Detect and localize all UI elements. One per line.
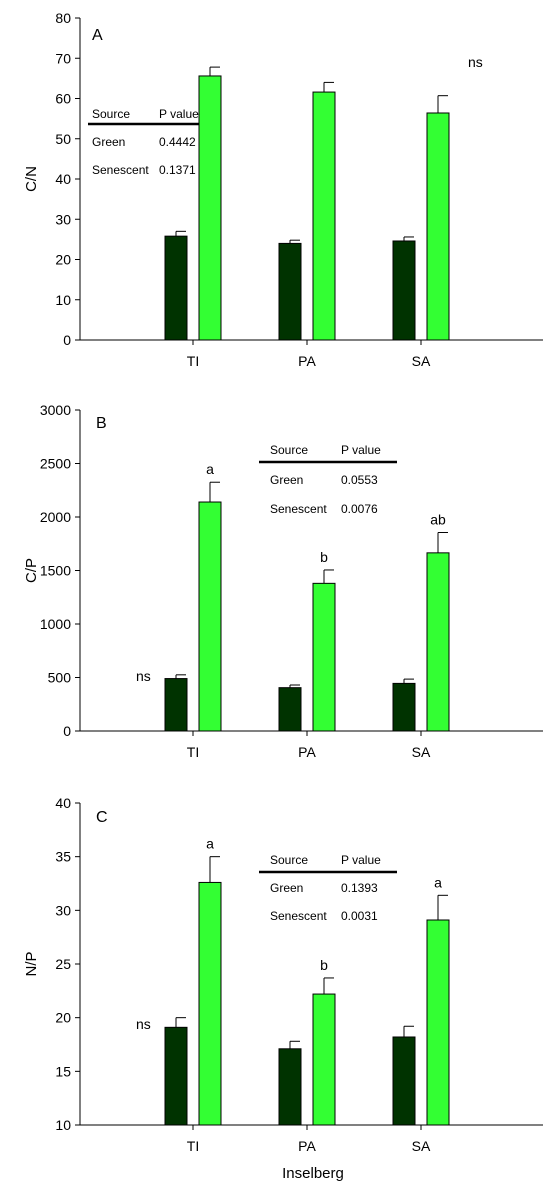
table-header-pvalue: P value (341, 443, 381, 457)
bar-green (278, 1048, 302, 1126)
y-tick-label: 2500 (40, 456, 71, 472)
significance-letter: b (320, 549, 328, 565)
stats-table: Source P value Green 0.0553 Senescent 0.… (259, 443, 397, 516)
table-row-pvalue: 0.1371 (159, 163, 196, 177)
y-tick-label: 10 (55, 1117, 71, 1133)
ns-annotation: ns (136, 1016, 151, 1032)
bar-senescent (312, 582, 336, 732)
bar-senescent (198, 501, 222, 732)
table-row-pvalue: 0.4442 (159, 135, 196, 149)
y-tick-label: 70 (55, 50, 71, 66)
bar-green (392, 240, 416, 341)
y-tick-label: 1500 (40, 563, 71, 579)
table-row-label: Senescent (92, 163, 149, 177)
bar-green (278, 242, 302, 341)
table-row-label: Green (270, 881, 303, 895)
table-row-pvalue: 0.0553 (341, 473, 378, 487)
x-tick-label: SA (412, 1138, 431, 1154)
bar-senescent (426, 552, 450, 732)
x-tick-label: PA (298, 744, 316, 760)
panel-letter: B (96, 415, 107, 432)
y-tick-label: 50 (55, 131, 71, 147)
ns-annotation: ns (136, 668, 151, 684)
table-row-pvalue: 0.1393 (341, 881, 378, 895)
x-tick-label: PA (298, 1138, 316, 1154)
x-tick-label: SA (412, 744, 431, 760)
y-axis-title: C/N (23, 166, 40, 192)
y-tick-label: 25 (55, 956, 71, 972)
ns-annotation: ns (468, 54, 483, 70)
bar-senescent (426, 112, 450, 341)
table-row-pvalue: 0.0031 (341, 909, 378, 923)
significance-letter: ab (430, 512, 446, 528)
y-tick-label: 0 (63, 723, 71, 739)
table-row-pvalue: 0.0076 (341, 502, 378, 516)
significance-letter: a (434, 874, 442, 890)
bar-green (278, 687, 302, 732)
bar-green (164, 678, 188, 732)
x-tick-label: TI (187, 1138, 199, 1154)
y-tick-label: 1000 (40, 616, 71, 632)
bar-senescent (312, 993, 336, 1126)
panel-letter: C (96, 809, 108, 826)
bar-green (392, 682, 416, 732)
panel-letter: A (92, 27, 103, 44)
x-tick-label: TI (187, 744, 199, 760)
table-header-pvalue: P value (341, 853, 381, 867)
significance-letter: a (206, 461, 214, 477)
y-tick-label: 35 (55, 849, 71, 865)
table-header-source: Source (270, 853, 308, 867)
table-header-pvalue: P value (159, 107, 199, 121)
y-tick-label: 60 (55, 91, 71, 107)
y-tick-label: 30 (55, 902, 71, 918)
table-row-label: Senescent (270, 502, 327, 516)
y-tick-label: 80 (55, 10, 71, 26)
bar-green (392, 1036, 416, 1126)
significance-letter: b (320, 957, 328, 973)
bar-green (164, 235, 188, 341)
y-tick-label: 10 (55, 292, 71, 308)
bar-senescent (198, 881, 222, 1126)
panel-c: C ns Source P value Green 0.1393 Senesce… (23, 795, 543, 1182)
y-tick-label: 40 (55, 171, 71, 187)
table-header-source: Source (270, 443, 308, 457)
stats-table: Source P value Green 0.1393 Senescent 0.… (259, 853, 397, 923)
bar-senescent (426, 919, 450, 1126)
bar-senescent (198, 75, 222, 341)
bar-green (164, 1026, 188, 1126)
y-tick-label: 40 (55, 795, 71, 811)
y-tick-label: 30 (55, 211, 71, 227)
bar-senescent (312, 91, 336, 341)
table-row-label: Senescent (270, 909, 327, 923)
y-tick-label: 20 (55, 252, 71, 268)
x-tick-label: SA (412, 353, 431, 369)
significance-letter: a (206, 836, 214, 852)
x-tick-label: TI (187, 353, 199, 369)
y-tick-label: 0 (63, 332, 71, 348)
panel-b: B ns Source P value Green 0.0553 Senesce… (23, 402, 543, 760)
y-tick-label: 3000 (40, 402, 71, 418)
table-header-source: Source (92, 107, 130, 121)
x-tick-label: PA (298, 353, 316, 369)
y-tick-label: 15 (55, 1063, 71, 1079)
y-axis-title: C/P (23, 558, 40, 583)
y-tick-label: 20 (55, 1010, 71, 1026)
stats-table: Source P value Green 0.4442 Senescent 0.… (88, 107, 202, 177)
table-row-label: Green (92, 135, 125, 149)
panel-a: A ns Source P value Green 0.4442 Senesce… (23, 10, 543, 369)
y-tick-label: 500 (48, 670, 72, 686)
y-axis-title: N/P (23, 951, 40, 976)
x-axis-title: Inselberg (282, 1165, 344, 1182)
y-tick-label: 2000 (40, 509, 71, 525)
table-row-label: Green (270, 473, 303, 487)
